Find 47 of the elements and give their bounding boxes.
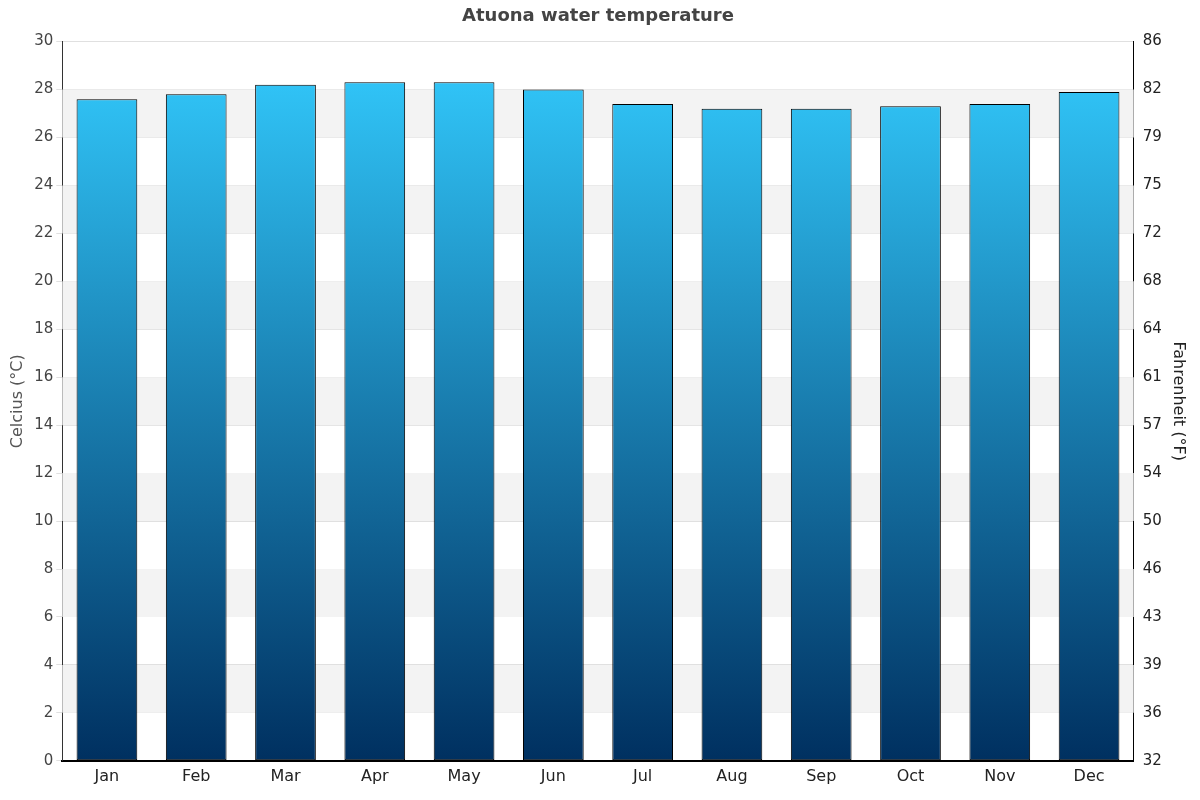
x-tick-label: Dec [1073, 765, 1105, 785]
y-tick-label: 18 [34, 319, 54, 338]
x-tick-label: Jun [539, 765, 566, 785]
x-tick-label: May [447, 765, 481, 785]
x-tick-label: Jan [93, 765, 120, 785]
y-tick-label: 6 [43, 606, 54, 625]
chart-title: Atuona water temperature [462, 4, 734, 26]
y-tick-label: 16 [34, 367, 54, 386]
y-tick-label: 10 [34, 510, 54, 529]
y2-tick-label: 46 [1142, 558, 1162, 577]
y-tick-label: 28 [34, 79, 54, 98]
y2-tick-label: 64 [1142, 319, 1162, 338]
x-tick-label: Oct [896, 765, 925, 785]
y-tick-label: 26 [34, 127, 54, 146]
y2-tick-label: 86 [1142, 31, 1162, 50]
y-tick-label: 8 [43, 558, 54, 577]
y2-tick-label: 32 [1142, 750, 1162, 769]
y-tick-label: 30 [34, 31, 54, 50]
y2-tick-label: 82 [1142, 79, 1162, 98]
x-tick-label: Apr [360, 765, 390, 785]
y2-tick-label: 36 [1142, 702, 1162, 721]
y2-tick-label: 50 [1142, 510, 1162, 529]
x-tick-label: Jul [631, 765, 653, 785]
y2-tick-label: 68 [1142, 271, 1162, 290]
x-tick-label: Sep [806, 765, 837, 785]
y-tick-label: 22 [34, 223, 54, 242]
y-tick-label: 0 [43, 750, 54, 769]
y2-tick-label: 54 [1142, 463, 1162, 482]
y-tick-label: 12 [34, 463, 54, 482]
y2-tick-label: 75 [1142, 175, 1162, 194]
y2-tick-label: 39 [1142, 654, 1162, 673]
y2-tick-label: 61 [1142, 367, 1162, 386]
x-tick-label: Feb [182, 765, 211, 785]
y2-tick-label: 57 [1142, 415, 1162, 434]
y-axis-title: Celcius (°C) [6, 354, 26, 449]
y2-tick-label: 43 [1142, 606, 1162, 625]
y-tick-label: 14 [34, 415, 54, 434]
y2-axis-title: Fahrenheit (°F) [1170, 341, 1190, 461]
x-tick-label: Nov [984, 765, 1016, 785]
x-tick-label: Aug [716, 765, 748, 785]
y-tick-label: 2 [43, 702, 54, 721]
y-tick-label: 20 [34, 271, 54, 290]
y2-tick-label: 79 [1142, 127, 1162, 146]
y-tick-label: 24 [34, 175, 54, 194]
y-tick-label: 4 [43, 654, 54, 673]
y2-tick-label: 72 [1142, 223, 1162, 242]
x-tick-label: Mar [270, 765, 302, 785]
